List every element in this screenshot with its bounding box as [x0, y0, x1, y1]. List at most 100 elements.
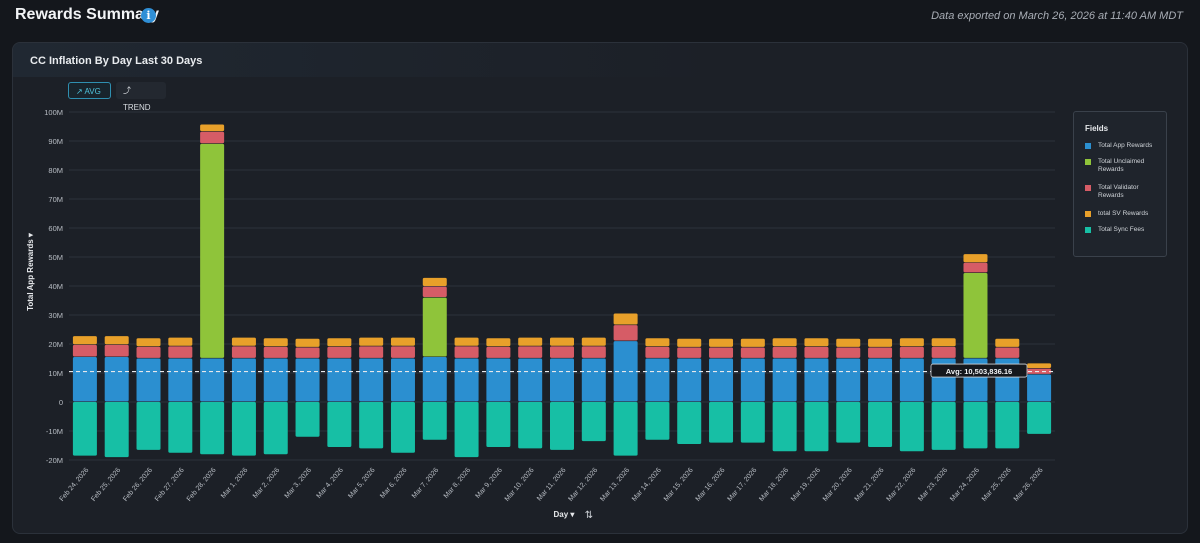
- bar-segment: [104, 357, 129, 402]
- bar-segment: [104, 336, 129, 345]
- bar-segment: [836, 358, 861, 402]
- avg-toggle-button[interactable]: ↗ AVG: [68, 82, 111, 99]
- bar-segment: [836, 347, 861, 358]
- bar-segment: [136, 402, 161, 450]
- bar-segment: [359, 402, 384, 449]
- bar-segment: [231, 402, 256, 456]
- bar-segment: [868, 358, 893, 402]
- bar-segment: [550, 402, 574, 450]
- y-tick-label: -20M: [46, 456, 63, 465]
- legend-label: Total Sync Fees: [1098, 226, 1145, 233]
- bar-segment: [454, 358, 479, 402]
- bar-segment: [295, 358, 320, 402]
- y-tick-label: 80M: [48, 166, 63, 175]
- x-tick-label: Mar 1, 2026: [220, 467, 249, 500]
- bar-segment: [327, 346, 352, 358]
- bar-segment: [422, 357, 447, 402]
- bar-segment: [422, 277, 447, 286]
- bar-segment: [359, 346, 384, 358]
- bar-segment: [613, 313, 638, 325]
- legend-title: Fields: [1085, 124, 1109, 133]
- bar-segment: [836, 402, 861, 443]
- info-icon[interactable]: i: [141, 8, 156, 23]
- legend-label: Total Unclaimed Rewards: [1098, 158, 1145, 173]
- trend-toggle-button[interactable]: ⤴ TREND: [116, 82, 166, 112]
- x-tick-label: Mar 10, 2026: [504, 467, 536, 503]
- bar-segment: [740, 338, 765, 347]
- bar-segment: [200, 358, 225, 402]
- bar-segment: [327, 338, 352, 347]
- bar-segment: [200, 124, 225, 132]
- bar-segment: [645, 358, 670, 402]
- bar-segment: [518, 358, 543, 402]
- bar-segment: [550, 358, 574, 402]
- legend-swatch: [1085, 211, 1091, 217]
- bar-segment: [868, 402, 893, 447]
- bar-segment: [263, 338, 288, 347]
- legend-swatch: [1085, 143, 1091, 149]
- bar-segment: [677, 358, 702, 402]
- bar-segment: [136, 346, 161, 358]
- bar-segment: [931, 338, 956, 347]
- y-tick-label: 70M: [48, 195, 63, 204]
- bar-segment: [1027, 368, 1052, 374]
- bar-segment: [168, 346, 193, 358]
- bar-segment: [72, 357, 97, 402]
- x-tick-label: Mar 14, 2026: [631, 467, 663, 503]
- bar-segment: [899, 402, 924, 452]
- bar-segment: [931, 402, 956, 450]
- y-axis-title: Total App Rewards ▾: [26, 232, 35, 311]
- bar-segment: [740, 347, 765, 358]
- bar-segment: [200, 131, 225, 144]
- average-label: Avg: 10,503,836.16: [946, 367, 1012, 376]
- x-tick-label: Mar 9, 2026: [475, 467, 504, 500]
- sort-icon[interactable]: ⇅: [585, 510, 593, 521]
- bar-segment: [136, 358, 161, 402]
- bar-segment: [486, 346, 511, 358]
- bar-segment: [581, 358, 606, 402]
- bar-segment: [263, 402, 288, 455]
- chart-legend: Fields Total App Rewards Total Unclaimed…: [1073, 111, 1167, 257]
- bar-segment: [518, 402, 543, 449]
- x-tick-label: Feb 27, 2026: [154, 467, 186, 503]
- bar-segment: [677, 402, 702, 445]
- x-tick-label: Mar 11, 2026: [536, 467, 568, 503]
- x-tick-label: Mar 3, 2026: [284, 467, 313, 500]
- bar-segment: [231, 337, 256, 346]
- bar-segment: [550, 346, 574, 358]
- bar-segment: [581, 346, 606, 358]
- bar-segment: [772, 358, 797, 402]
- legend-swatch: [1085, 227, 1091, 233]
- bar-segment: [677, 338, 702, 347]
- bar-segment: [263, 358, 288, 402]
- bar-segment: [963, 262, 988, 273]
- bar-segment: [836, 338, 861, 347]
- bar-segment: [899, 358, 924, 402]
- legend-label: Total App Rewards: [1098, 142, 1153, 149]
- bar-segment: [613, 325, 638, 341]
- bar-segment: [963, 254, 988, 263]
- bar-segment: [804, 402, 829, 452]
- bar-segment: [868, 347, 893, 358]
- x-tick-label: Mar 6, 2026: [379, 467, 408, 500]
- bar-segment: [136, 338, 161, 347]
- bar-segment: [518, 346, 543, 358]
- y-tick-label: 40M: [48, 282, 63, 291]
- y-tick-label: 100M: [44, 108, 63, 117]
- export-timestamp: Data exported on March 26, 2026 at 11:40…: [931, 10, 1183, 22]
- bar-segment: [772, 338, 797, 347]
- bar-segment: [390, 337, 415, 346]
- bar-segment: [200, 143, 225, 358]
- bar-segment: [390, 346, 415, 358]
- legend-swatch: [1085, 159, 1091, 165]
- bar-segment: [518, 337, 543, 346]
- bar-segment: [104, 402, 129, 458]
- bar-segment: [550, 337, 574, 346]
- x-tick-label: Mar 12, 2026: [567, 467, 599, 503]
- bar-segment: [359, 337, 384, 346]
- bar-segment: [486, 402, 511, 447]
- bar-segment: [772, 346, 797, 358]
- x-tick-label: Mar 23, 2026: [917, 467, 949, 503]
- legend-label: total SV Rewards: [1098, 210, 1149, 217]
- bar-segment: [899, 338, 924, 347]
